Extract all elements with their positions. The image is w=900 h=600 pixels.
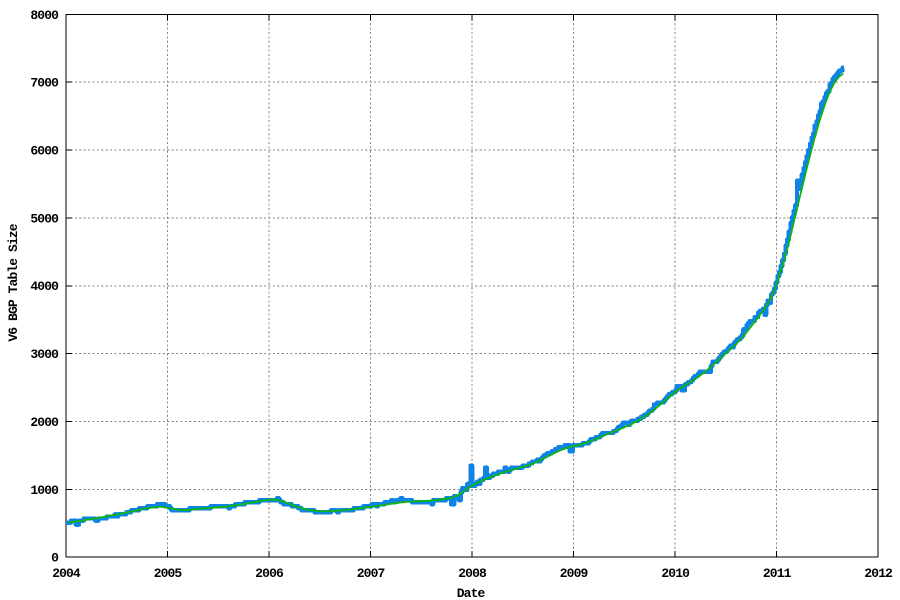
svg-text:4000: 4000 bbox=[30, 279, 59, 294]
svg-text:2009: 2009 bbox=[560, 566, 589, 581]
svg-text:Date: Date bbox=[457, 586, 486, 600]
svg-text:2006: 2006 bbox=[255, 566, 284, 581]
svg-text:1000: 1000 bbox=[30, 483, 59, 498]
svg-text:2011: 2011 bbox=[763, 566, 792, 581]
svg-text:7000: 7000 bbox=[30, 76, 59, 91]
svg-text:2000: 2000 bbox=[30, 415, 59, 430]
svg-text:V6 BGP Table Size: V6 BGP Table Size bbox=[6, 223, 21, 341]
svg-text:6000: 6000 bbox=[30, 144, 59, 159]
svg-text:2012: 2012 bbox=[864, 566, 893, 581]
svg-text:2007: 2007 bbox=[357, 566, 385, 581]
svg-text:3000: 3000 bbox=[30, 347, 59, 362]
svg-text:0: 0 bbox=[51, 551, 59, 566]
svg-text:2008: 2008 bbox=[458, 566, 487, 581]
svg-text:8000: 8000 bbox=[30, 8, 59, 23]
svg-text:2005: 2005 bbox=[154, 566, 183, 581]
svg-text:2004: 2004 bbox=[52, 566, 81, 581]
svg-text:5000: 5000 bbox=[30, 211, 59, 226]
svg-text:2010: 2010 bbox=[661, 566, 690, 581]
